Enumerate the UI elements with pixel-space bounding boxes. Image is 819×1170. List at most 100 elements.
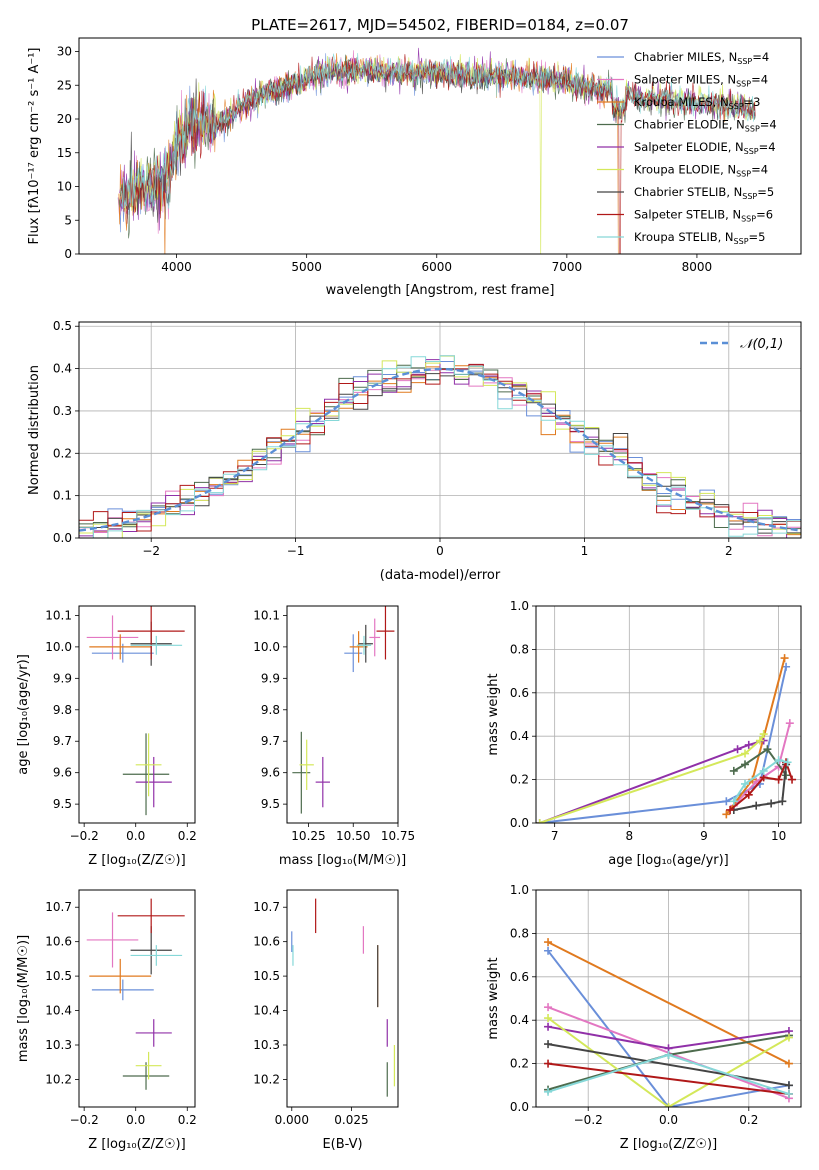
- y-axis-label: age [log₁₀(age/yr)]: [16, 654, 31, 775]
- legend-label-sub: SSP: [737, 57, 752, 66]
- y-tick-label: 10.6: [45, 935, 72, 949]
- y-tick-label: 0.4: [53, 362, 72, 376]
- legend-label-sub: SSP: [741, 215, 756, 224]
- series-chabrier-miles-marker: [544, 946, 553, 955]
- plot-area: [292, 606, 395, 814]
- y-tick-label: 10.6: [253, 935, 280, 949]
- series-kroupa-elodie-marker: [544, 1014, 553, 1023]
- panel-weight-vs-z: −0.2 0.0 0.2 0.0 0.2 0.4 0.6 0.8 1.0 Z [log₁₀(Z/Z…: [486, 883, 802, 1152]
- plot-area: [544, 938, 793, 1107]
- series-salpeter-elodie-marker: [733, 745, 742, 754]
- figure-title: PLATE=2617, MJD=54502, FIBERID=0184, z=0…: [251, 16, 629, 34]
- series-kroupa-stelib-marker: [544, 1087, 553, 1096]
- y-tick-label: 9.6: [261, 766, 280, 780]
- x-tick-label: −0.2: [70, 829, 99, 843]
- series-kroupa-elodie-marker: [741, 749, 750, 758]
- y-tick-label: 10.7: [253, 900, 280, 914]
- legend-label: Kroupa STELIB, NSSP=5: [634, 230, 765, 246]
- x-tick-label: 10: [771, 829, 786, 843]
- legend-label: Chabrier STELIB, NSSP=5: [634, 185, 774, 201]
- legend-label: Salpeter ELODIE, NSSP=4: [634, 140, 776, 156]
- legend-label-main: Kroupa MILES, N: [634, 95, 729, 109]
- legend-label-main: Salpeter ELODIE, N: [634, 140, 744, 154]
- series-salpeter-stelib-marker: [544, 1059, 553, 1068]
- series-kroupa-stelib-marker: [774, 756, 783, 765]
- legend-label-main: Kroupa ELODIE, N: [634, 163, 736, 177]
- series-kroupa-elodie-marker: [536, 819, 544, 823]
- series-chabrier-stelib-line: [547, 1043, 790, 1087]
- axes-frame: [286, 889, 399, 1108]
- y-tick-label: 30: [57, 45, 72, 59]
- x-tick-label: 0.0: [126, 829, 145, 843]
- series-kroupa-stelib-marker: [741, 779, 750, 788]
- normal-curve: [79, 367, 801, 532]
- legend-label-value: =5: [757, 185, 774, 199]
- y-tick-label: 10.2: [253, 1072, 280, 1086]
- y-tick-label: 0.6: [510, 970, 529, 984]
- series-kroupa-miles-marker: [722, 810, 731, 819]
- y-tick-label: 9.7: [261, 734, 280, 748]
- x-tick-label: 0: [436, 544, 444, 558]
- series-kroupa-elodie-marker: [664, 1103, 673, 1107]
- series-chabrier-stelib-marker: [767, 799, 776, 808]
- x-tick-label: 1: [581, 544, 589, 558]
- legend-label-sub: SSP: [729, 102, 744, 111]
- series-salpeter-miles-marker: [785, 719, 794, 728]
- y-tick-label: 10.4: [45, 1004, 72, 1018]
- y-tick-label: 9.7: [53, 734, 72, 748]
- y-tick-label: 5: [64, 213, 72, 227]
- y-tick-label: 1.0: [510, 599, 529, 613]
- x-tick-label: 10.25: [291, 829, 325, 843]
- y-tick-label: 0.2: [53, 446, 72, 460]
- series-chabrier-miles-line: [547, 950, 790, 1107]
- series-kroupa-miles-marker: [780, 654, 789, 663]
- series-kroupa-elodie-marker: [759, 730, 768, 739]
- legend-label: Salpeter STELIB, NSSP=6: [634, 208, 773, 224]
- x-tick-label: 7000: [552, 260, 583, 274]
- y-tick-label: 0.8: [510, 642, 529, 656]
- series-salpeter-stelib-marker: [774, 775, 783, 784]
- y-tick-label: 15: [57, 146, 72, 160]
- y-tick-label: 10.1: [45, 608, 72, 622]
- legend-label-main: Salpeter MILES, N: [634, 73, 736, 87]
- series-salpeter-stelib-marker: [726, 805, 735, 814]
- legend-label-value: =4: [759, 140, 776, 154]
- series-kroupa-stelib-marker: [759, 766, 768, 775]
- legend-label-main: Chabrier ELODIE, N: [634, 118, 745, 132]
- y-tick-label: 10.3: [45, 1038, 72, 1052]
- y-tick-label: 9.6: [53, 766, 72, 780]
- series-kroupa-elodie-line: [547, 1017, 790, 1107]
- x-tick-label: 6000: [421, 260, 452, 274]
- y-tick-label: 0.4: [510, 1013, 529, 1027]
- x-tick-label: 10.75: [381, 829, 415, 843]
- legend-label-main: Kroupa STELIB, N: [634, 230, 734, 244]
- panel-spectrum: 4000 5000 6000 7000 8000 0 5 10 15 20 25 30 waveleng…: [27, 37, 802, 298]
- series-kroupa-stelib-marker: [783, 758, 792, 767]
- y-tick-label: 9.5: [53, 797, 72, 811]
- x-tick-label: 2: [725, 544, 733, 558]
- series-salpeter-miles-line: [733, 722, 791, 807]
- y-tick-label: 10.2: [45, 1072, 72, 1086]
- plot-area: [536, 654, 797, 823]
- x-tick-label: 4000: [161, 260, 192, 274]
- axes-frame: [78, 889, 196, 1108]
- plot-area: [291, 898, 396, 1097]
- x-tick-label: 10.50: [336, 829, 370, 843]
- series-salpeter-stelib-line: [547, 1062, 790, 1095]
- axes-frame: [78, 605, 196, 824]
- y-tick-label: 10.5: [45, 969, 72, 983]
- y-tick-label: 10.0: [253, 640, 280, 654]
- legend-label-sub: SSP: [745, 125, 760, 134]
- legend-label: Chabrier ELODIE, NSSP=4: [634, 118, 777, 134]
- legend-label: Chabrier MILES, NSSP=4: [634, 50, 769, 66]
- legend: 𝒩(0,1): [700, 337, 783, 352]
- legend-label-sub: SSP: [744, 147, 759, 156]
- spectrum-line-salpeter-stelib: [120, 54, 756, 254]
- panel-residuals: −2 −1 0 1 2 0.0 0.1 0.2 0.3 0.4 0.5 (data-model)/er…: [27, 319, 802, 583]
- y-tick-label: 10.7: [45, 900, 72, 914]
- series-chabrier-stelib-marker: [544, 1040, 553, 1049]
- x-tick-label: −2: [142, 544, 160, 558]
- x-tick-label: 0.025: [334, 1113, 368, 1127]
